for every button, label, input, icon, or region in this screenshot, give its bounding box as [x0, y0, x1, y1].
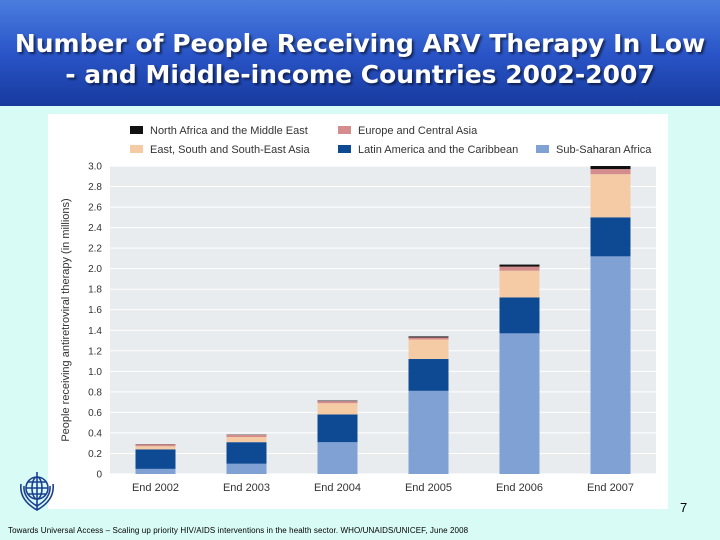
bar-east-south-and-south-east-asia-end-2003 [226, 437, 267, 443]
y-tick-label: 3.0 [88, 162, 102, 173]
bar-east-south-and-south-east-asia-end-2005 [408, 339, 449, 360]
y-tick-label: 2.4 [88, 223, 102, 234]
x-tick-label: End 2004 [314, 482, 361, 494]
page-title: Number of People Receiving ARV Therapy I… [0, 28, 720, 90]
x-tick-label: End 2005 [405, 482, 452, 494]
x-tick-label: End 2002 [132, 482, 179, 494]
bar-north-africa-and-the-middle-east-end-2006 [499, 264, 540, 267]
y-tick-label: 0 [96, 470, 102, 481]
legend-label-latin-america-and-the-caribbean: Latin America and the Caribbean [358, 144, 518, 156]
bar-sub-saharan-africa-end-2006 [499, 333, 540, 474]
y-tick-label: 2.8 [88, 182, 102, 193]
y-tick-label: 0.2 [88, 449, 102, 460]
legend-label-sub-saharan-africa: Sub-Saharan Africa [556, 144, 652, 156]
legend-swatch-latin-america-and-the-caribbean [338, 145, 351, 153]
bar-sub-saharan-africa-end-2007 [590, 256, 631, 474]
bar-europe-and-central-asia-end-2004 [317, 401, 358, 404]
y-tick-label: 0.4 [88, 428, 102, 439]
bar-europe-and-central-asia-end-2006 [499, 266, 540, 271]
title-line-1: Number of People Receiving ARV Therapy I… [14, 29, 706, 58]
y-tick-label: 2.2 [88, 244, 102, 255]
bar-europe-and-central-asia-end-2005 [408, 337, 449, 340]
bar-latin-america-and-the-caribbean-end-2003 [226, 442, 267, 464]
y-tick-label: 2.0 [88, 264, 102, 275]
bar-east-south-and-south-east-asia-end-2002 [135, 446, 176, 450]
bar-latin-america-and-the-caribbean-end-2004 [317, 414, 358, 443]
legend-swatch-north-africa-and-the-middle-east [130, 126, 143, 134]
y-tick-label: 0.6 [88, 408, 102, 419]
bar-east-south-and-south-east-asia-end-2006 [499, 270, 540, 298]
bar-sub-saharan-africa-end-2003 [226, 463, 267, 474]
bar-europe-and-central-asia-end-2002 [135, 444, 176, 447]
bar-east-south-and-south-east-asia-end-2007 [590, 174, 631, 218]
x-tick-label: End 2006 [496, 482, 543, 494]
x-tick-label: End 2003 [223, 482, 270, 494]
y-tick-label: 2.6 [88, 203, 102, 214]
y-tick-label: 0.8 [88, 387, 102, 398]
bar-sub-saharan-africa-end-2002 [135, 468, 176, 474]
bar-europe-and-central-asia-end-2003 [226, 434, 267, 438]
bar-sub-saharan-africa-end-2004 [317, 442, 358, 474]
bar-latin-america-and-the-caribbean-end-2002 [135, 449, 176, 469]
bar-sub-saharan-africa-end-2005 [408, 390, 449, 474]
bar-latin-america-and-the-caribbean-end-2007 [590, 217, 631, 257]
legend-swatch-sub-saharan-africa [536, 145, 549, 153]
y-axis-title: People receiving antiretroviral therapy … [60, 198, 72, 441]
title-banner [0, 0, 720, 106]
who-emblem-icon [20, 472, 54, 511]
bar-north-africa-and-the-middle-east-end-2005 [408, 336, 449, 338]
bar-north-africa-and-the-middle-east-end-2007 [590, 166, 631, 170]
chart-panel: 0 0.2 0.4 0.6 0.8 1.0 1.2 1.4 1.6 1.8 2.0 2.2 2.4 2.6… [48, 114, 668, 509]
bar-north-africa-and-the-middle-east-end-2004 [317, 400, 358, 402]
bar-europe-and-central-asia-end-2007 [590, 169, 631, 175]
x-tick-label: End 2007 [587, 482, 634, 494]
stacked-bar-chart: 0 0.2 0.4 0.6 0.8 1.0 1.2 1.4 1.6 1.8 2.0 2.2 2.4 2.6… [60, 125, 656, 494]
bar-latin-america-and-the-caribbean-end-2006 [499, 297, 540, 334]
plot-area [110, 166, 656, 474]
slide-number: 7 [680, 500, 688, 515]
legend-label-north-africa-and-the-middle-east: North Africa and the Middle East [150, 125, 308, 137]
legend-label-east-south-and-south-east-asia: East, South and South-East Asia [150, 144, 310, 156]
bar-east-south-and-south-east-asia-end-2004 [317, 403, 358, 415]
legend-label-europe-and-central-asia: Europe and Central Asia [358, 125, 478, 137]
y-tick-label: 1.2 [88, 346, 102, 357]
y-tick-label: 1.0 [88, 367, 102, 378]
y-tick-label: 1.4 [88, 326, 102, 337]
title-line-2: - and Middle-income Countries 2002-2007 [65, 60, 655, 89]
source-footer: Towards Universal Access – Scaling up pr… [8, 526, 469, 535]
y-tick-label: 1.6 [88, 305, 102, 316]
y-tick-label: 1.8 [88, 285, 102, 296]
bar-latin-america-and-the-caribbean-end-2005 [408, 359, 449, 391]
legend-swatch-europe-and-central-asia [338, 126, 351, 134]
legend-swatch-east-south-and-south-east-asia [130, 145, 143, 153]
